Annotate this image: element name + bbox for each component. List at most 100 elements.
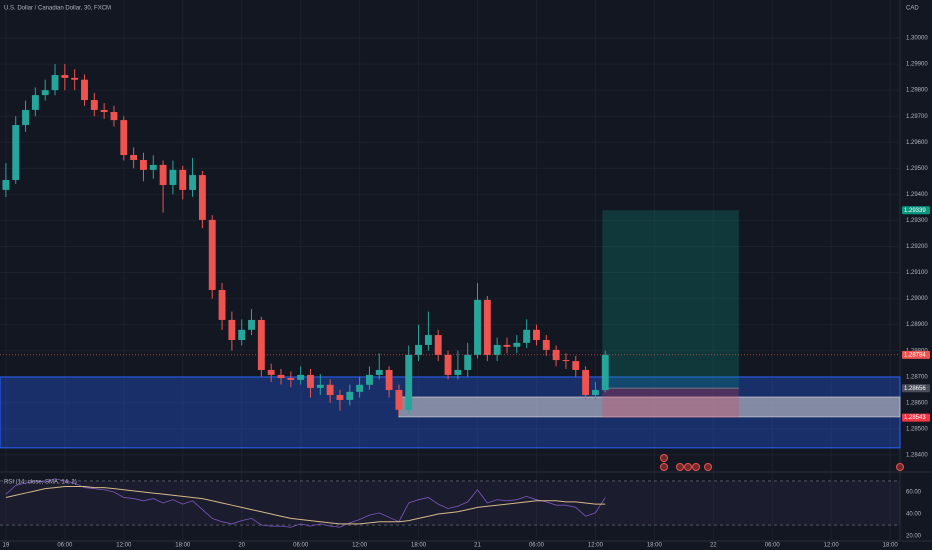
candle-body (316, 384, 324, 388)
candle-body (346, 391, 354, 400)
candle-body (395, 390, 403, 410)
target-price-label: 1.29339 (904, 208, 926, 214)
candle-body (51, 75, 59, 91)
x-tick-label: 06:00 (57, 543, 73, 549)
candle-body (277, 374, 285, 379)
y-tick-label: 1.28400 (906, 452, 928, 458)
x-tick-label: 06:00 (293, 543, 309, 549)
entry-price-label: 1.28656 (904, 386, 926, 392)
candle-body (71, 77, 79, 80)
candle-body (523, 329, 531, 343)
candle-body (336, 394, 344, 400)
x-tick-label: 12:00 (588, 543, 604, 549)
rsi-tick-label: 20.00 (906, 534, 922, 540)
target-price-label-bg (902, 206, 930, 215)
stop-price-label: 1.28543 (904, 415, 926, 421)
y-tick-label: 1.28700 (906, 374, 928, 380)
event-icon[interactable] (676, 463, 684, 471)
x-tick-label: 12:00 (352, 543, 368, 549)
y-tick-label: 1.29000 (906, 296, 928, 302)
candle-body (218, 289, 226, 320)
y-tick-label: 1.28600 (906, 400, 928, 406)
candle-body (365, 374, 373, 385)
y-tick-label: 1.29600 (906, 140, 928, 146)
x-tick-label: 12:00 (116, 543, 132, 549)
event-icon[interactable] (692, 463, 700, 471)
candle-body (542, 339, 550, 350)
candle-body (41, 90, 49, 96)
event-icon[interactable] (660, 463, 668, 471)
stop-price-label-bg (902, 413, 930, 422)
y-tick-label: 1.28900 (906, 322, 928, 328)
candle-body (424, 335, 432, 345)
candle-body (169, 169, 177, 185)
candle-body (208, 219, 216, 290)
candle-body (120, 120, 128, 156)
candle-body (238, 329, 246, 340)
candle-body (257, 319, 265, 370)
candle-body (464, 354, 472, 370)
candle-body (385, 369, 393, 391)
x-tick-label: 20 (238, 543, 245, 549)
current-price-label-bg (902, 350, 930, 359)
candle-body (552, 349, 560, 361)
candle-body (198, 175, 206, 220)
candle-body (159, 164, 167, 185)
candle-body (31, 95, 39, 110)
x-tick-label: 19 (3, 543, 10, 549)
y-tick-label: 1.30000 (906, 36, 928, 42)
candle-body (444, 354, 452, 375)
candle-body (307, 374, 314, 388)
candle-body (12, 125, 20, 181)
candle-body (110, 112, 118, 121)
x-tick-label: 18:00 (411, 543, 427, 549)
entry-price-label-bg (902, 384, 930, 393)
current-price-label: 1.28784 (904, 352, 926, 358)
candle-body (572, 361, 580, 370)
rsi-tick-label: 40.00 (906, 512, 922, 518)
candle-body (533, 329, 540, 340)
candle-body (601, 354, 609, 391)
y-tick-label: 1.29200 (906, 244, 928, 250)
chart-title: U.S. Dollar / Canadian Dollar, 30, FXCM (4, 6, 111, 12)
x-tick-label: 21 (474, 543, 481, 549)
rsi-sma-line (5, 485, 606, 525)
currency-label: CAD (906, 6, 919, 12)
candle-body (287, 378, 295, 380)
x-tick-label: 22 (710, 543, 717, 549)
candle-body (405, 354, 413, 410)
candle-body (454, 369, 462, 375)
candle-body (503, 344, 511, 347)
candle-body (130, 155, 138, 160)
position-target-area (602, 210, 739, 389)
event-icon[interactable] (660, 454, 668, 462)
x-tick-label: 12:00 (824, 543, 840, 549)
candle-body (415, 344, 422, 355)
candle-body (90, 100, 98, 110)
y-tick-label: 1.29400 (906, 192, 928, 198)
candle-body (483, 299, 491, 355)
candle-body (2, 180, 10, 190)
y-tick-label: 1.29500 (906, 166, 928, 172)
y-tick-label: 1.29800 (906, 88, 928, 94)
candle-body (513, 342, 521, 347)
candle-body (248, 319, 255, 330)
candle-body (375, 369, 383, 375)
rsi-rsi-line (5, 478, 606, 528)
event-icons (660, 454, 904, 471)
y-tick-label: 1.28500 (906, 426, 928, 432)
x-tick-label: 18:00 (175, 543, 191, 549)
x-tick-label: 06:00 (765, 543, 781, 549)
indicator-title: RSI (14, close, SMA, 14, 2) (4, 480, 77, 486)
event-icon[interactable] (704, 463, 712, 471)
grid (0, 480, 900, 526)
y-tick-label: 1.29300 (906, 218, 928, 224)
event-icon[interactable] (896, 463, 904, 471)
event-icon[interactable] (684, 463, 692, 471)
candle-body (591, 390, 599, 395)
y-tick-label: 1.29900 (906, 62, 928, 68)
candle-body (493, 344, 501, 355)
position-stop-area (602, 388, 739, 418)
candle-body (562, 360, 570, 362)
